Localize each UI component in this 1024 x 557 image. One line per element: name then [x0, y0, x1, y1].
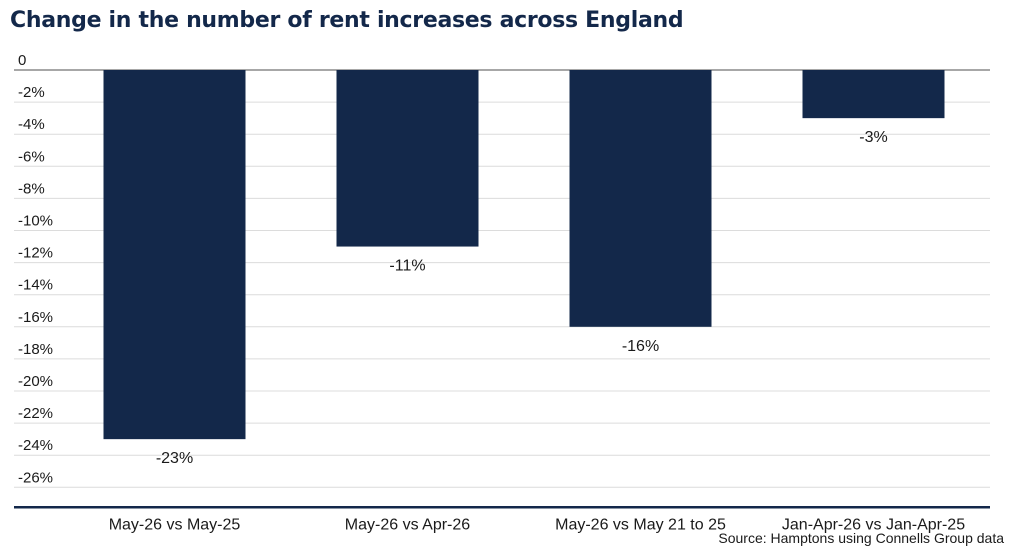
y-tick-label: -4%	[18, 116, 45, 133]
bars	[103, 70, 945, 440]
category-label: May-26 vs May 21 to 25	[555, 516, 726, 533]
bar	[802, 70, 945, 119]
y-tick-label: -6%	[18, 148, 45, 165]
data-label: -16%	[622, 338, 659, 355]
y-tick-label: -2%	[18, 84, 45, 101]
category-label: May-26 vs Apr-26	[345, 516, 470, 533]
bar	[336, 70, 479, 247]
y-tick-label: -20%	[18, 373, 53, 390]
bar	[103, 70, 246, 440]
y-tick-label: -18%	[18, 341, 53, 358]
y-tick-label: -10%	[18, 213, 53, 230]
category-label: Jan-Apr-26 vs Jan-Apr-25	[782, 516, 965, 533]
data-label: -3%	[859, 129, 887, 146]
y-tick-label: -12%	[18, 245, 53, 262]
chart-title: Change in the number of rent increases a…	[10, 8, 684, 33]
category-labels: May-26 vs May-25 May-26 vs Apr-26 May-26 v…	[109, 516, 965, 533]
y-tick-label: -8%	[18, 180, 45, 197]
y-tick-label: -16%	[18, 309, 53, 326]
category-label: May-26 vs May-25	[109, 516, 241, 533]
data-label: -23%	[156, 450, 193, 467]
y-tick-label: -26%	[18, 469, 53, 486]
y-tick-label: -14%	[18, 277, 53, 294]
bar	[569, 70, 712, 327]
data-label: -11%	[389, 258, 425, 275]
y-axis-ticks: 0 -2% -4% -6% -8% -10% -12% -14% -16% -18% -20% -22…	[18, 52, 53, 486]
data-labels: -23% -11% -16% -3%	[156, 129, 888, 467]
source-note: Source: Hamptons using Connells Group da…	[718, 530, 1004, 546]
y-tick-label: -22%	[18, 405, 53, 422]
y-tick-label: 0	[18, 52, 26, 69]
y-tick-label: -24%	[18, 437, 53, 454]
